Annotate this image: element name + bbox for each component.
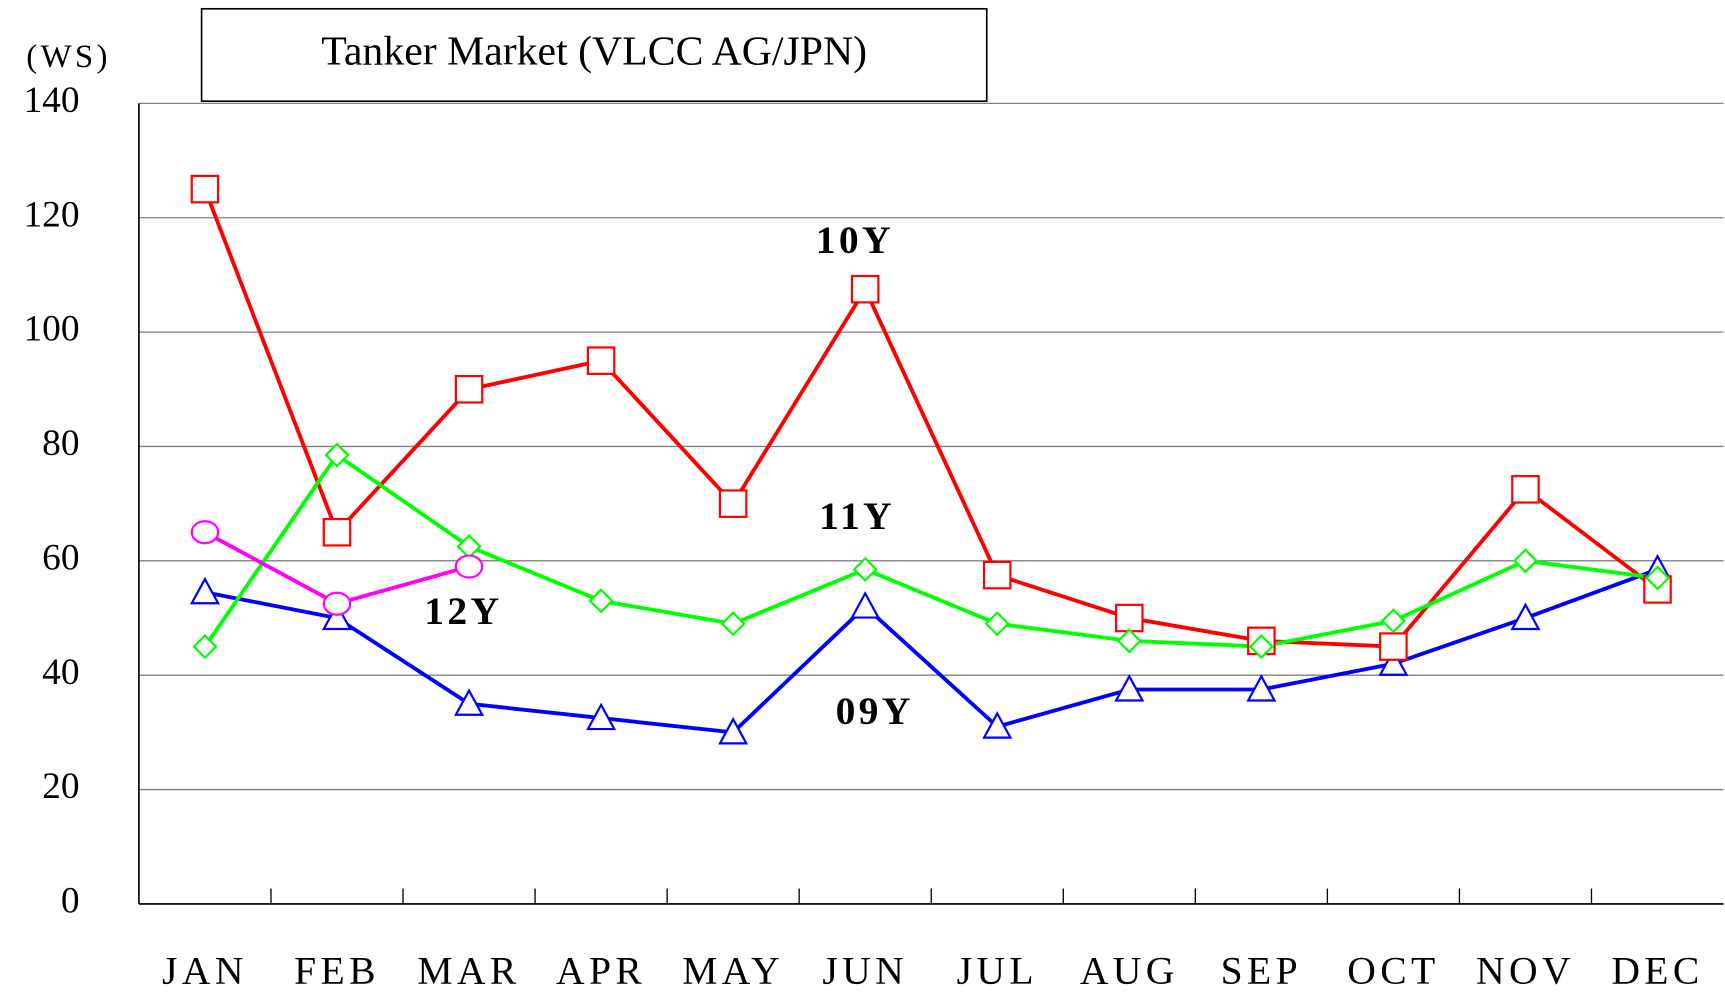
marker <box>718 716 749 745</box>
x-tick-label: JAN <box>162 948 248 992</box>
marker <box>852 556 878 582</box>
marker <box>1114 673 1145 702</box>
series-line <box>203 452 1658 649</box>
y-tick-label: 120 <box>23 194 79 235</box>
x-tick-label: MAR <box>417 948 520 992</box>
x-tick-label: SEP <box>1221 948 1302 992</box>
x-tick-label: JUL <box>957 948 1038 992</box>
series-label: 09Y <box>836 689 914 733</box>
marker <box>189 576 220 605</box>
marker <box>1115 603 1144 633</box>
chart-title: Tanker Market (VLCC AG/JPN) <box>321 29 867 75</box>
marker <box>1510 602 1541 631</box>
marker <box>322 517 352 547</box>
marker <box>720 611 746 637</box>
x-tick-label: APR <box>556 948 646 992</box>
marker <box>586 346 616 375</box>
series-line <box>203 188 1659 649</box>
y-tick-label: 60 <box>42 537 79 578</box>
marker <box>1248 634 1274 660</box>
series-label: 10Y <box>816 218 894 262</box>
x-tick-label: OCT <box>1347 948 1439 992</box>
marker <box>190 520 220 545</box>
marker <box>586 702 617 731</box>
marker <box>1512 548 1539 574</box>
marker <box>588 588 614 614</box>
marker <box>456 533 482 560</box>
marker <box>1116 628 1142 654</box>
marker <box>850 591 881 619</box>
y-tick-label: 80 <box>42 423 79 464</box>
y-tick-label: 100 <box>23 309 79 350</box>
marker <box>1380 608 1406 634</box>
series-line <box>204 567 1659 735</box>
x-tick-label: DEC <box>1611 948 1703 992</box>
series-label: 12Y <box>424 589 502 633</box>
marker <box>1379 632 1408 661</box>
x-tick-label: AUG <box>1080 948 1179 992</box>
marker <box>850 274 880 304</box>
y-tick-label: 140 <box>23 80 79 121</box>
marker <box>321 602 353 631</box>
title-box <box>200 7 988 102</box>
x-tick-label: JUN <box>822 948 908 992</box>
marker <box>1378 648 1409 676</box>
y-tick-label: 20 <box>42 766 79 807</box>
y-tick-label: 40 <box>42 652 79 693</box>
marker <box>324 442 350 468</box>
marker <box>454 554 484 579</box>
x-tick-label: FEB <box>294 948 380 992</box>
marker <box>982 560 1012 590</box>
y-tick-label: 0 <box>61 881 80 922</box>
x-tick-label: MAY <box>682 948 784 992</box>
marker <box>192 634 218 660</box>
marker <box>1644 565 1671 591</box>
marker <box>190 174 220 204</box>
marker <box>322 591 352 616</box>
marker <box>454 374 484 404</box>
marker <box>718 489 748 518</box>
marker <box>453 688 485 716</box>
marker <box>1246 673 1277 702</box>
marker <box>984 611 1010 637</box>
marker <box>1511 475 1540 504</box>
series-label: 11Y <box>819 494 895 538</box>
x-tick-label: NOV <box>1476 948 1575 992</box>
y-axis-label: (WS) <box>26 39 111 75</box>
marker <box>982 711 1013 739</box>
